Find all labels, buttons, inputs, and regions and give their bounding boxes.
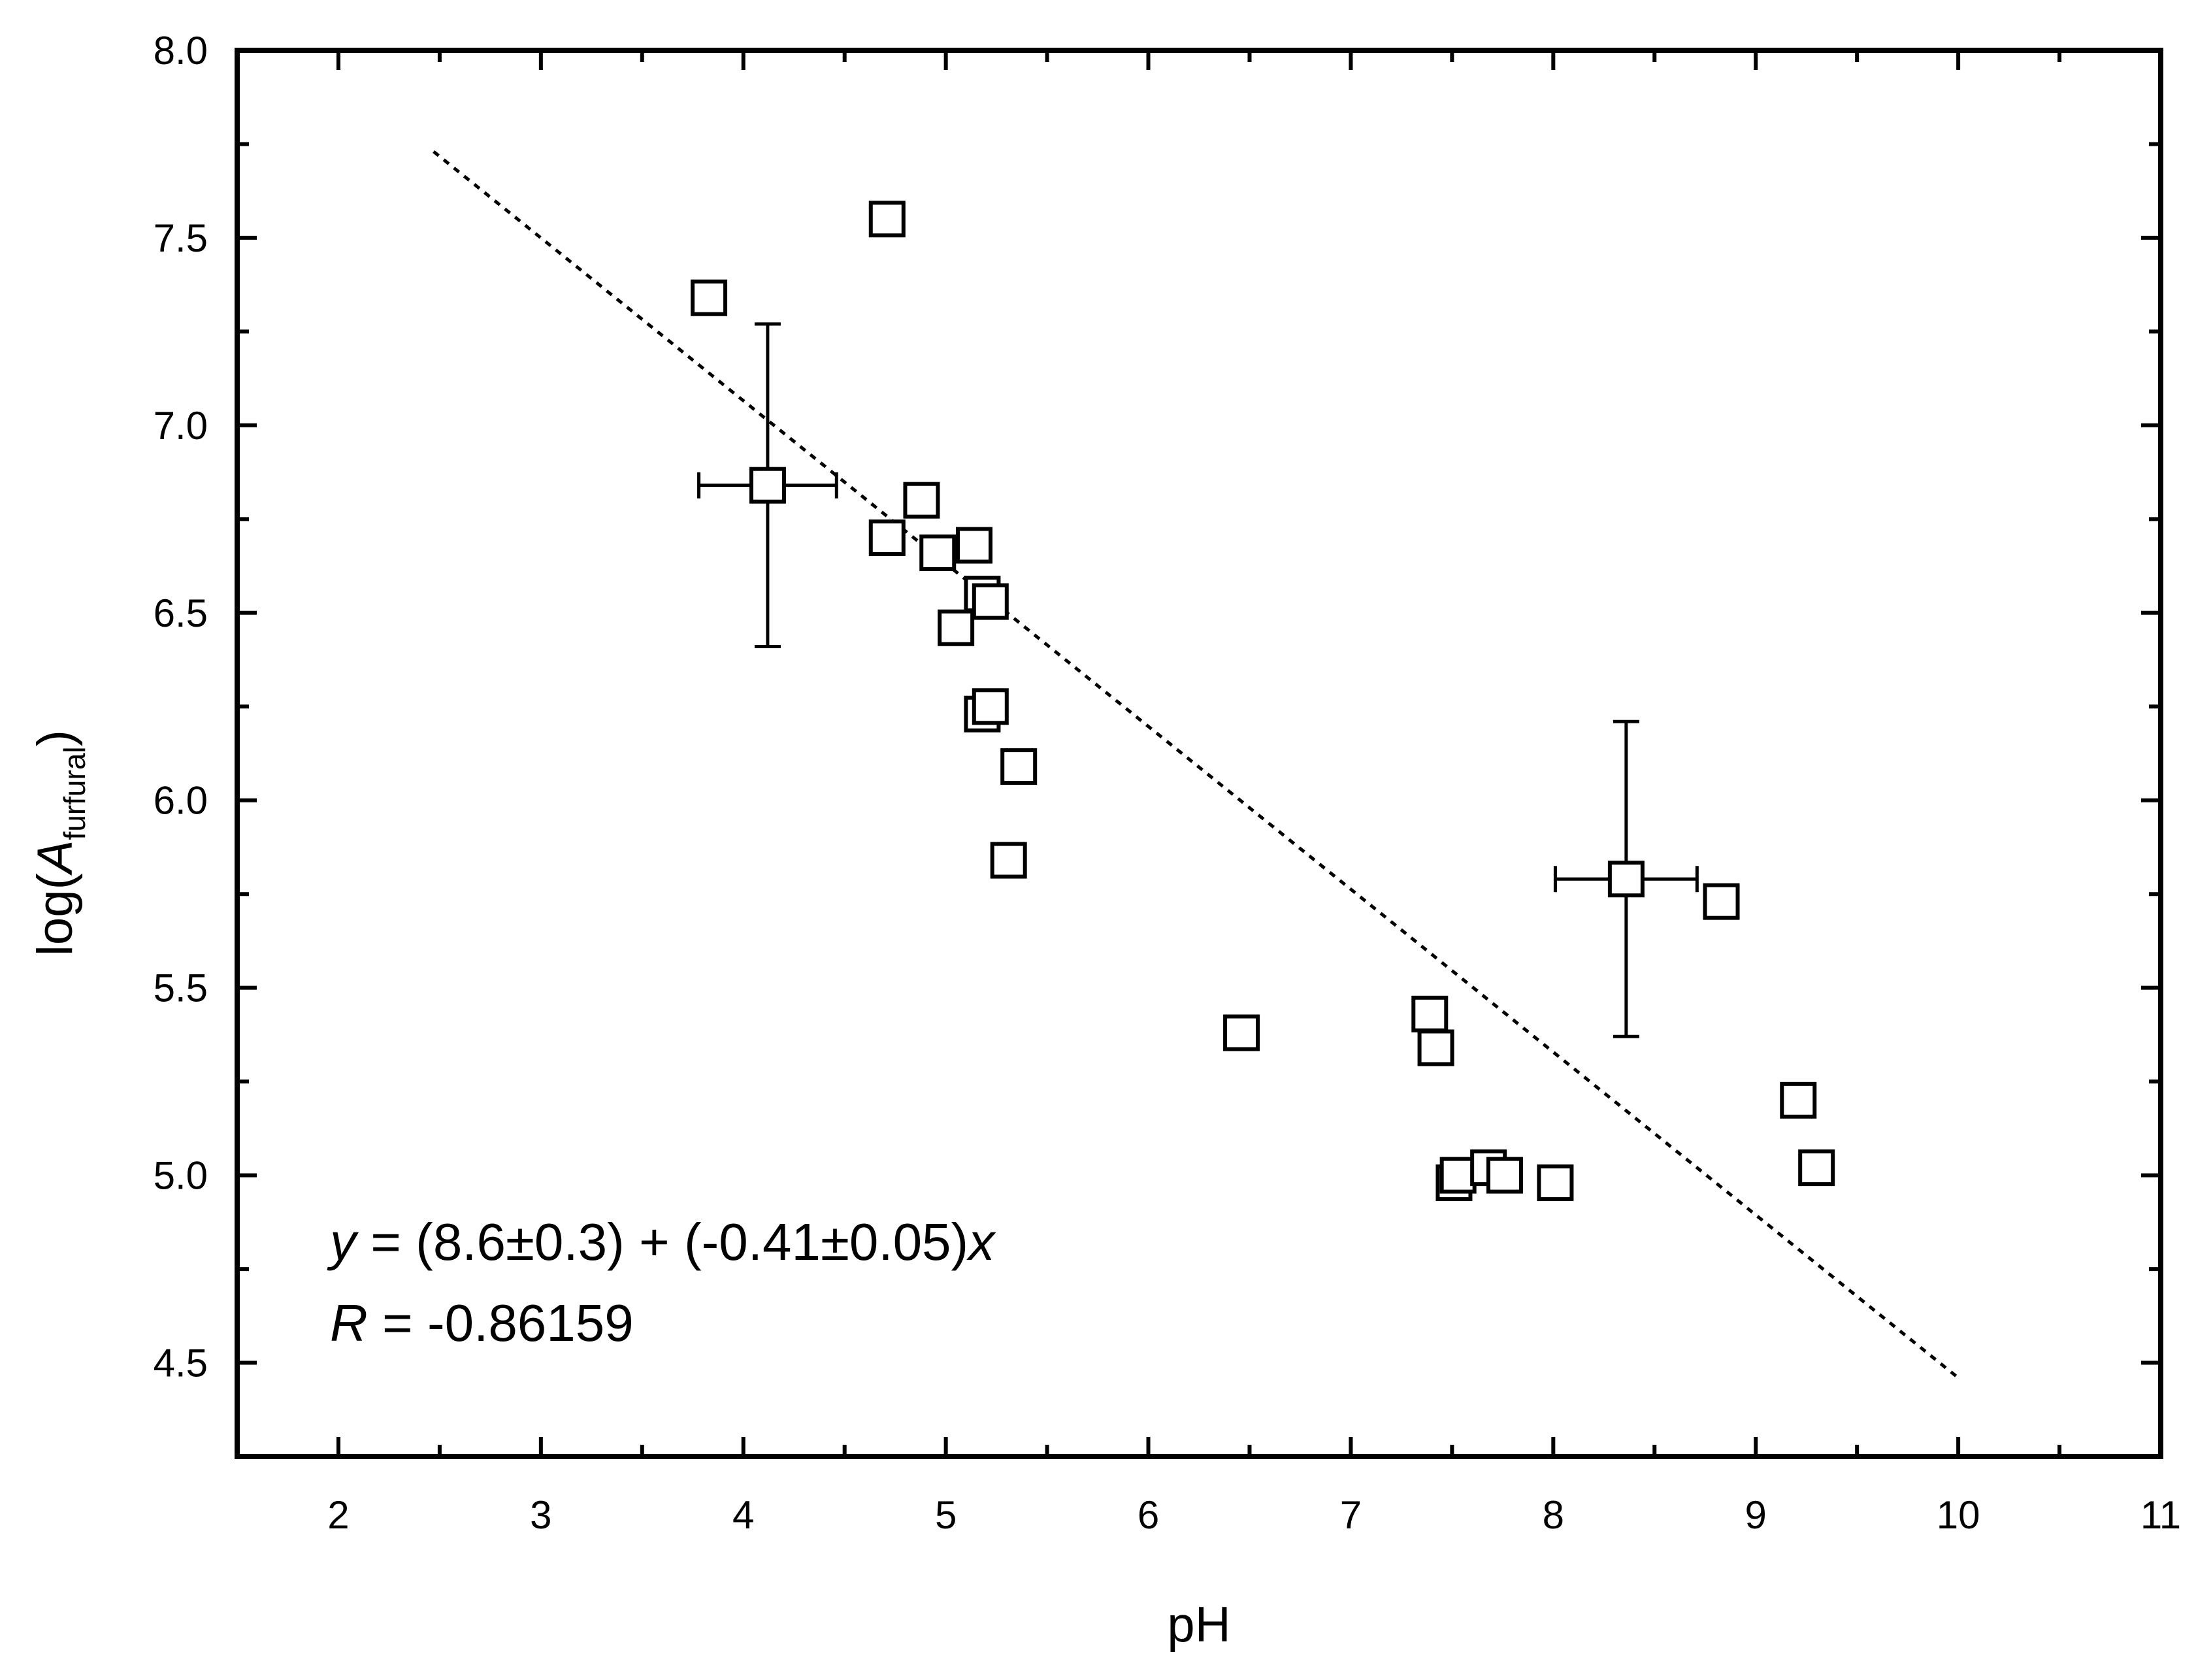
r-symbol: R [330, 1294, 368, 1352]
equation-y-symbol: y [327, 1213, 359, 1271]
fit-equation: y = (8.6±0.3) + (-0.41±0.05)x [327, 1213, 996, 1271]
data-point [1798, 1149, 1835, 1187]
y-axis-ticks [237, 48, 2161, 1458]
data-point [990, 842, 1027, 879]
data-point [1439, 1157, 1477, 1194]
y-tick-label: 7.0 [154, 404, 208, 448]
x-axis-ticks [336, 50, 2163, 1457]
data-point [1780, 1081, 1817, 1119]
y-axis-title-subscript: furfural [57, 746, 91, 840]
x-tick-label: 4 [732, 1493, 754, 1537]
data-point [1000, 748, 1038, 785]
r-value: = -0.86159 [368, 1294, 634, 1352]
correlation-coefficient: R = -0.86159 [330, 1294, 634, 1352]
data-point [1417, 1029, 1454, 1066]
x-tick-label: 5 [935, 1493, 957, 1537]
data-point [1607, 861, 1645, 898]
equation-body: = (8.6±0.3) + (-0.41±0.05) [356, 1213, 968, 1271]
data-point [868, 519, 906, 557]
data-points [691, 201, 1835, 1202]
x-tick-label: 7 [1340, 1493, 1362, 1537]
y-axis-title-prefix: log( [27, 873, 83, 956]
data-point [972, 688, 1009, 725]
equation-x-symbol: x [966, 1213, 996, 1271]
x-axis-tick-labels: 2 3 4 5 6 7 8 9 10 11 [327, 1493, 2181, 1537]
x-tick-label: 9 [1745, 1493, 1767, 1537]
data-point [972, 583, 1009, 620]
data-point [919, 534, 957, 571]
data-point [1223, 1014, 1260, 1051]
fit-line [433, 150, 1959, 1379]
data-point [1411, 995, 1449, 1032]
y-tick-label: 6.5 [154, 591, 208, 635]
data-point [1537, 1164, 1574, 1202]
data-point [1486, 1157, 1523, 1194]
data-point [749, 467, 786, 504]
y-axis-title-symbol: A [27, 840, 83, 876]
plot-border [235, 48, 2163, 1459]
y-tick-label: 5.0 [154, 1154, 208, 1198]
data-point [956, 527, 993, 564]
data-point [903, 482, 940, 519]
data-point [1703, 883, 1740, 920]
x-tick-label: 3 [530, 1493, 551, 1537]
y-axis-title: log(Afurfural) [27, 730, 91, 956]
y-axis-title-suffix: ) [27, 730, 83, 746]
x-tick-label: 11 [2140, 1493, 2181, 1537]
data-point [938, 609, 975, 646]
x-tick-label: 8 [1543, 1493, 1564, 1537]
x-axis-title: pH [1167, 1597, 1230, 1653]
y-tick-label: 7.5 [154, 216, 208, 260]
x-tick-label: 10 [1937, 1493, 1980, 1537]
error-bars [697, 322, 1699, 1038]
x-tick-label: 6 [1138, 1493, 1159, 1537]
y-tick-label: 6.0 [154, 779, 208, 823]
plot-frame [235, 48, 2163, 1459]
y-tick-label: 5.5 [154, 966, 208, 1010]
y-tick-label: 4.5 [154, 1342, 208, 1385]
data-point [868, 201, 906, 238]
y-axis-tick-labels: 4.5 5.0 5.5 6.0 6.5 7.0 7.5 8.0 [154, 29, 208, 1385]
y-tick-label: 8.0 [154, 29, 208, 73]
x-tick-label: 2 [327, 1493, 349, 1537]
data-point [691, 279, 728, 316]
